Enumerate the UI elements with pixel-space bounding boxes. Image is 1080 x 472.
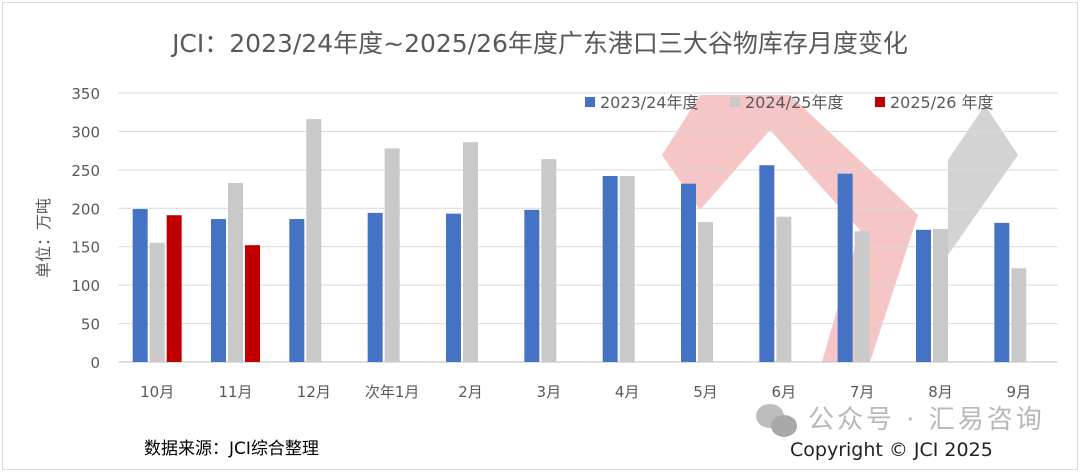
bar — [994, 222, 1010, 362]
x-tick-label: 10月 — [140, 383, 174, 401]
watermark: 公众号 · 汇易咨询 — [808, 405, 1045, 435]
bar — [681, 183, 696, 362]
bar — [367, 212, 383, 362]
bar — [916, 229, 931, 362]
legend-swatch — [875, 97, 885, 107]
x-tick-label: 5月 — [693, 383, 718, 401]
bar — [211, 219, 226, 362]
y-tick-label: 100 — [71, 277, 100, 295]
x-tick-label: 12月 — [297, 383, 331, 401]
bar — [837, 173, 853, 362]
x-tick-label: 6月 — [772, 383, 797, 401]
bar — [541, 159, 557, 362]
y-tick-label: 200 — [71, 200, 100, 218]
x-tick-label: 次年1月 — [365, 383, 420, 401]
bar — [166, 215, 182, 362]
x-tick-label: 11月 — [218, 383, 252, 401]
bar — [698, 222, 713, 362]
bar — [1011, 268, 1027, 362]
y-tick-label: 250 — [71, 162, 100, 180]
x-tick-label: 7月 — [850, 383, 875, 401]
bar — [602, 176, 618, 362]
bar — [854, 231, 870, 362]
x-tick-label: 3月 — [537, 383, 562, 401]
bar — [776, 216, 792, 362]
y-tick-label: 300 — [71, 123, 100, 141]
decorative-arrow — [662, 95, 918, 362]
bar — [446, 213, 461, 362]
legend-label: 2024/25年度 — [745, 93, 843, 112]
bar — [306, 119, 322, 362]
legend-label: 2025/26 年度 — [890, 93, 994, 112]
bar — [524, 209, 540, 362]
bar — [463, 142, 478, 362]
bar — [384, 148, 400, 362]
bar — [245, 245, 260, 362]
x-tick-label: 2月 — [458, 383, 483, 401]
y-tick-label: 50 — [81, 316, 100, 334]
y-tick-label: 150 — [71, 239, 100, 257]
decorative-diamond — [948, 105, 1018, 255]
bar — [289, 219, 305, 362]
y-tick-label: 0 — [90, 354, 100, 372]
x-tick-label: 8月 — [928, 383, 953, 401]
legend-swatch — [730, 97, 740, 107]
bar — [619, 176, 635, 362]
x-tick-label: 4月 — [615, 383, 640, 401]
bar — [149, 242, 165, 362]
copyright: Copyright © JCI 2025 — [790, 439, 993, 461]
legend-label: 2023/24年度 — [600, 93, 698, 112]
chart-title: JCI：2023/24年度~2025/26年度广东港口三大谷物库存月度变化 — [172, 29, 908, 58]
x-tick-label: 9月 — [1007, 383, 1032, 401]
wechat-icon — [756, 404, 797, 437]
bar — [759, 165, 775, 362]
bar — [132, 209, 148, 362]
bar — [228, 182, 243, 362]
legend-swatch — [585, 97, 595, 107]
data-source: 数据来源：JCI综合整理 — [144, 439, 319, 459]
bar — [933, 229, 948, 362]
y-tick-label: 350 — [71, 85, 100, 103]
